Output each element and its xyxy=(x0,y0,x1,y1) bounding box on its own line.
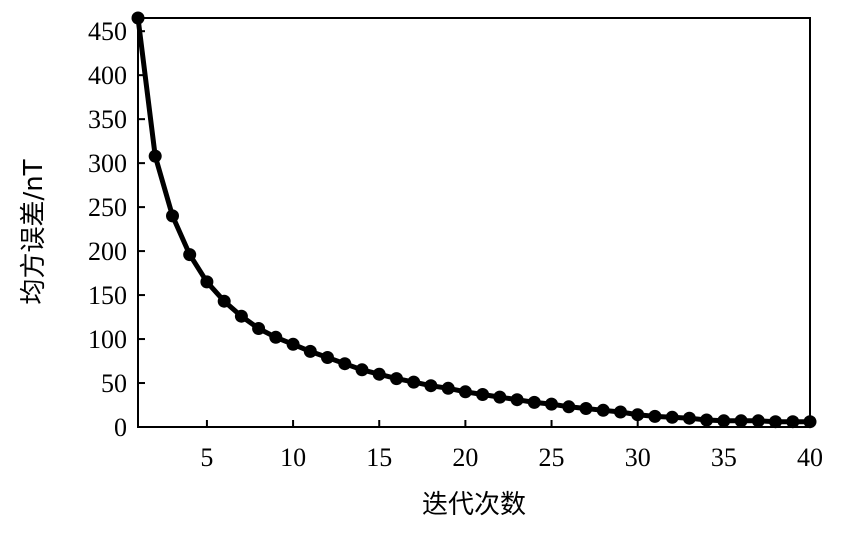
data-point xyxy=(338,357,352,371)
data-point xyxy=(631,408,645,422)
plot-frame xyxy=(137,17,811,428)
y-tick-label: 400 xyxy=(88,61,127,90)
data-point xyxy=(648,409,662,423)
x-tick-label: 20 xyxy=(452,443,478,472)
data-point xyxy=(769,415,782,429)
series-markers xyxy=(131,11,817,429)
x-tick-label: 40 xyxy=(797,443,823,472)
y-tick-label: 250 xyxy=(88,193,127,222)
data-point xyxy=(493,390,507,404)
y-tick-label: 100 xyxy=(88,325,127,354)
y-tick-label: 50 xyxy=(101,369,127,398)
x-axis-title: 迭代次数 xyxy=(422,490,526,520)
series-line xyxy=(135,15,813,425)
data-point xyxy=(217,294,231,308)
data-point xyxy=(424,379,438,393)
data-point xyxy=(614,405,627,419)
data-point xyxy=(596,403,610,417)
data-point xyxy=(286,337,300,351)
y-tick-label: 450 xyxy=(88,17,127,46)
data-point xyxy=(734,414,748,428)
data-point xyxy=(665,410,679,424)
data-point xyxy=(476,388,490,401)
data-point xyxy=(545,397,558,411)
data-point xyxy=(717,414,731,428)
data-point xyxy=(390,372,403,386)
x-tick-label: 15 xyxy=(366,443,392,472)
data-point xyxy=(786,415,800,429)
data-point xyxy=(682,411,696,425)
data-point xyxy=(441,381,455,395)
data-point xyxy=(510,393,524,407)
data-point xyxy=(355,363,369,377)
data-point xyxy=(200,275,214,289)
data-point xyxy=(234,309,248,323)
data-point xyxy=(751,414,765,428)
data-point xyxy=(372,367,386,381)
data-point xyxy=(579,402,593,415)
data-point xyxy=(527,395,541,409)
data-point xyxy=(303,344,317,358)
data-point xyxy=(700,413,714,427)
data-point xyxy=(458,385,472,399)
y-tick-label: 0 xyxy=(114,413,127,442)
x-tick-label: 5 xyxy=(200,443,213,472)
data-point xyxy=(562,400,576,414)
y-tick-label: 150 xyxy=(88,281,127,310)
x-tick-label: 30 xyxy=(625,443,651,472)
y-tick-label: 300 xyxy=(88,149,127,178)
x-tick-label: 35 xyxy=(711,443,737,472)
data-point xyxy=(321,351,334,364)
y-axis-ticks: 0 50 100 150 200 250 300 350 400 450 xyxy=(88,17,145,442)
data-point xyxy=(252,322,266,335)
y-tick-label: 200 xyxy=(88,237,127,266)
data-point xyxy=(166,209,179,223)
data-point xyxy=(148,149,162,163)
x-tick-label: 10 xyxy=(280,443,306,472)
data-point xyxy=(183,248,197,262)
data-point xyxy=(407,375,421,389)
data-point xyxy=(269,330,283,344)
y-tick-label: 350 xyxy=(88,105,127,134)
x-axis-ticks: 5 10 15 20 25 30 35 40 xyxy=(200,420,823,472)
x-tick-label: 25 xyxy=(539,443,565,472)
y-axis-title: 均方误差/nT xyxy=(19,159,49,304)
